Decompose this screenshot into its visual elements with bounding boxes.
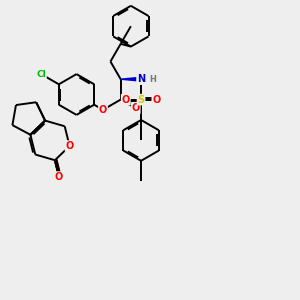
Text: O: O bbox=[99, 105, 107, 115]
Text: O: O bbox=[122, 94, 130, 105]
Text: N: N bbox=[137, 74, 145, 84]
Polygon shape bbox=[121, 77, 141, 81]
Text: O: O bbox=[55, 172, 63, 182]
Text: S: S bbox=[137, 94, 145, 105]
Text: O: O bbox=[152, 94, 160, 105]
Text: O: O bbox=[65, 141, 74, 151]
Text: O: O bbox=[132, 103, 140, 113]
Text: H: H bbox=[149, 75, 156, 84]
Text: Cl: Cl bbox=[36, 70, 46, 79]
